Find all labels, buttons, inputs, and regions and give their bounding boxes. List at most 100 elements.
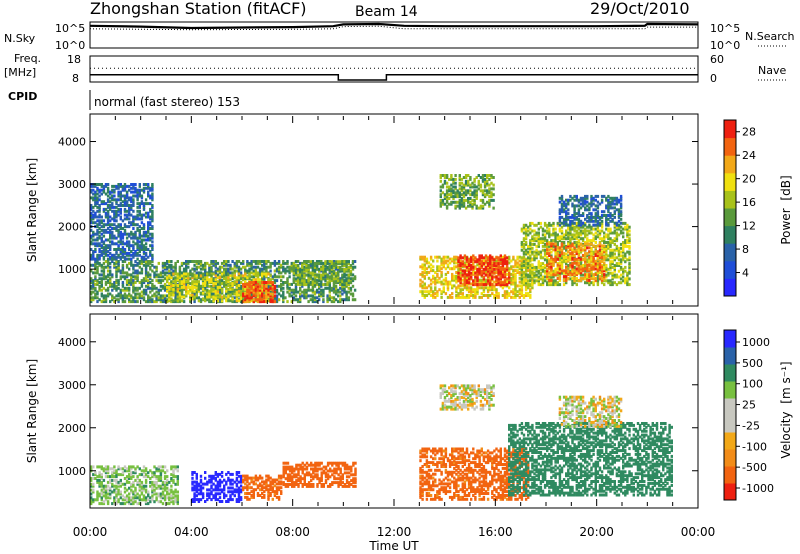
power-cell bbox=[516, 271, 519, 274]
power-cell bbox=[254, 298, 258, 302]
power-cell bbox=[309, 277, 312, 281]
power-cell bbox=[102, 275, 106, 279]
power-cell bbox=[626, 225, 629, 229]
power-cell bbox=[294, 282, 298, 286]
power-cell bbox=[622, 269, 625, 273]
power-cell bbox=[592, 250, 595, 254]
power-cell bbox=[324, 275, 327, 279]
power-cell bbox=[436, 290, 439, 294]
power-cell bbox=[246, 269, 249, 273]
power-cell bbox=[332, 273, 336, 277]
power-cell bbox=[98, 298, 101, 302]
power-cell bbox=[527, 244, 530, 248]
power-cell bbox=[225, 282, 228, 286]
power-cell bbox=[284, 271, 287, 275]
power-cell bbox=[138, 260, 141, 263]
power-cell bbox=[147, 234, 150, 238]
power-cell bbox=[267, 290, 270, 294]
power-cell bbox=[328, 284, 331, 288]
power-cell bbox=[552, 231, 555, 235]
power-cell bbox=[149, 223, 152, 227]
power-cell bbox=[140, 279, 144, 283]
power-cell bbox=[489, 265, 492, 269]
power-cell bbox=[588, 283, 591, 287]
nsearch-line bbox=[89, 25, 698, 31]
power-cell bbox=[539, 264, 543, 267]
power-cell bbox=[470, 282, 473, 286]
power-cell bbox=[282, 298, 285, 302]
power-cell bbox=[98, 263, 101, 267]
power-cell bbox=[512, 290, 515, 294]
power-cell bbox=[170, 273, 173, 277]
power-cell bbox=[102, 188, 106, 192]
power-cell bbox=[261, 263, 264, 267]
power-cell bbox=[455, 288, 458, 292]
power-cell bbox=[505, 260, 509, 264]
power-cell bbox=[514, 280, 517, 284]
power-cell bbox=[628, 246, 631, 250]
power-cell bbox=[445, 193, 449, 197]
power-cell bbox=[277, 260, 281, 263]
power-cell bbox=[522, 260, 526, 264]
power-cell bbox=[481, 206, 485, 210]
power-cell bbox=[448, 187, 451, 191]
power-cell bbox=[465, 265, 469, 269]
power-cell bbox=[311, 296, 315, 300]
power-cell bbox=[339, 277, 342, 281]
power-cell bbox=[269, 269, 272, 273]
power-cell bbox=[106, 209, 110, 213]
power-cell bbox=[132, 190, 135, 194]
power-cell bbox=[159, 271, 163, 275]
power-cell bbox=[537, 244, 540, 248]
power-cell bbox=[556, 241, 559, 244]
power-cell bbox=[477, 187, 480, 191]
power-cell bbox=[615, 227, 619, 231]
power-cell bbox=[590, 281, 593, 285]
power-cell bbox=[296, 298, 300, 302]
power-cell bbox=[442, 290, 445, 294]
power-cell bbox=[92, 290, 95, 294]
power-cell bbox=[223, 263, 226, 267]
power-cell bbox=[94, 192, 97, 196]
nave-tick-top: 60 bbox=[710, 53, 724, 66]
power-cell bbox=[193, 285, 196, 289]
power-cell bbox=[522, 225, 526, 229]
power-cell bbox=[524, 223, 528, 227]
power-cell bbox=[529, 227, 532, 231]
power-cell bbox=[581, 237, 585, 241]
power-cell bbox=[178, 282, 182, 286]
power-cell bbox=[275, 261, 279, 265]
power-cell bbox=[117, 184, 120, 188]
power-cell bbox=[467, 262, 471, 266]
power-cell bbox=[452, 181, 455, 185]
power-cell bbox=[575, 231, 578, 235]
power-cell bbox=[303, 296, 306, 300]
power-cell bbox=[265, 286, 268, 290]
power-cell bbox=[562, 258, 566, 262]
power-cell bbox=[261, 281, 264, 284]
power-cell bbox=[341, 284, 344, 288]
power-cell bbox=[100, 277, 103, 281]
power-cell bbox=[100, 236, 103, 240]
power-cell bbox=[467, 267, 471, 271]
power-cell bbox=[292, 292, 296, 296]
power-cell bbox=[527, 283, 530, 287]
power-cell bbox=[155, 298, 158, 302]
power-cell bbox=[550, 281, 553, 285]
power-cell bbox=[457, 267, 460, 271]
power-cell bbox=[497, 292, 500, 296]
power-cell bbox=[484, 267, 488, 271]
power-cell bbox=[453, 278, 456, 282]
power-cell bbox=[605, 264, 608, 267]
power-cell bbox=[178, 272, 182, 276]
power-cell bbox=[529, 288, 532, 292]
power-cell bbox=[254, 274, 258, 278]
power-cell bbox=[457, 256, 460, 260]
power-cell bbox=[142, 205, 146, 209]
power-cell bbox=[543, 248, 547, 252]
power-cell bbox=[421, 271, 424, 274]
power-cell bbox=[282, 281, 285, 284]
power-cell bbox=[244, 267, 247, 271]
power-cell bbox=[596, 281, 600, 285]
power-cell bbox=[106, 288, 110, 292]
